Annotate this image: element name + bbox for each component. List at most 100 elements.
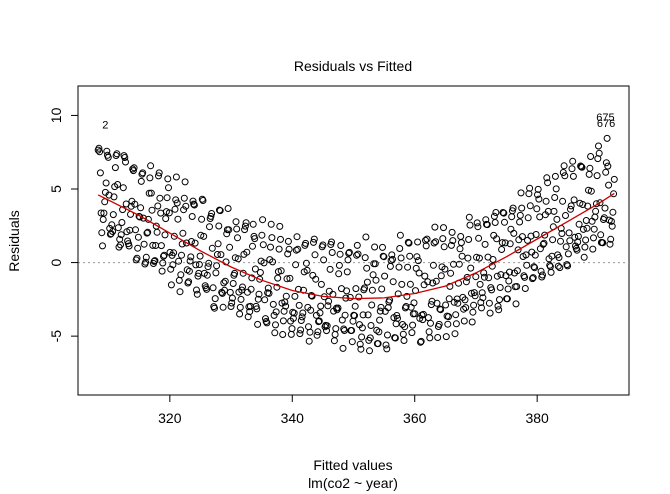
residual-point bbox=[453, 312, 459, 318]
residual-point bbox=[470, 309, 476, 315]
residual-point bbox=[445, 321, 451, 327]
residual-point bbox=[212, 296, 218, 302]
residual-point bbox=[294, 234, 300, 240]
residual-point bbox=[234, 226, 240, 232]
residual-point bbox=[455, 300, 461, 306]
residual-point bbox=[548, 269, 554, 275]
residual-point bbox=[227, 244, 233, 250]
residual-point bbox=[210, 285, 216, 291]
residual-point bbox=[105, 154, 111, 160]
residual-point bbox=[135, 234, 141, 240]
residual-point bbox=[158, 210, 164, 216]
residual-point bbox=[255, 321, 261, 327]
residual-point bbox=[362, 255, 368, 261]
residual-point bbox=[397, 232, 403, 238]
residual-point bbox=[176, 258, 182, 264]
residual-point bbox=[222, 278, 228, 284]
residual-point bbox=[400, 331, 406, 337]
residual-point bbox=[491, 213, 497, 219]
residual-point bbox=[407, 253, 413, 259]
residual-point bbox=[517, 219, 523, 225]
points-layer bbox=[95, 135, 617, 353]
residual-point bbox=[159, 268, 165, 274]
residual-point bbox=[466, 237, 472, 243]
residual-point bbox=[120, 185, 126, 191]
residual-point bbox=[312, 252, 318, 258]
residual-point bbox=[405, 264, 411, 270]
y-tick-label: 5 bbox=[48, 185, 64, 193]
residual-point bbox=[300, 310, 306, 316]
residual-point bbox=[280, 332, 286, 338]
residual-point bbox=[250, 243, 256, 249]
residual-point bbox=[270, 301, 276, 307]
residual-point bbox=[414, 254, 420, 260]
residual-point bbox=[538, 268, 544, 274]
residual-point bbox=[468, 265, 474, 271]
residual-point bbox=[432, 224, 438, 230]
residual-point bbox=[173, 174, 179, 180]
residual-point bbox=[315, 329, 321, 335]
y-axis-label: Residuals bbox=[6, 210, 22, 271]
residual-point bbox=[586, 171, 592, 177]
residual-point bbox=[318, 281, 324, 287]
residual-point bbox=[177, 289, 183, 295]
residual-point bbox=[551, 208, 557, 214]
residual-point bbox=[466, 214, 472, 220]
residual-point bbox=[354, 242, 360, 248]
residual-point bbox=[175, 216, 181, 222]
residual-point bbox=[176, 277, 182, 283]
y-axis: -50510 bbox=[48, 107, 78, 342]
residual-point bbox=[448, 270, 454, 276]
residual-point bbox=[141, 241, 147, 247]
residual-point bbox=[581, 254, 587, 260]
residual-point bbox=[162, 232, 168, 238]
residual-point bbox=[100, 243, 106, 249]
residual-point bbox=[359, 334, 365, 340]
residual-point bbox=[596, 143, 602, 149]
residual-point bbox=[587, 165, 593, 171]
residual-point bbox=[511, 230, 517, 236]
residual-point bbox=[306, 338, 312, 344]
residual-point bbox=[333, 326, 339, 332]
residual-point bbox=[373, 277, 379, 283]
residual-point bbox=[434, 300, 440, 306]
residual-point bbox=[611, 176, 617, 182]
residual-point bbox=[372, 244, 378, 250]
residual-point bbox=[235, 235, 241, 241]
residual-point bbox=[584, 225, 590, 231]
smooth-curve-layer bbox=[98, 193, 614, 298]
residual-point bbox=[233, 219, 239, 225]
residual-point bbox=[189, 214, 195, 220]
x-axis: 320 340 360 380 bbox=[158, 395, 549, 426]
residual-point bbox=[486, 275, 492, 281]
residual-point bbox=[425, 315, 431, 321]
residual-point bbox=[97, 170, 103, 176]
residual-point bbox=[519, 205, 525, 211]
residual-point bbox=[575, 233, 581, 239]
residual-point bbox=[280, 318, 286, 324]
residual-point bbox=[154, 229, 160, 235]
residual-point bbox=[364, 265, 370, 271]
residual-point bbox=[238, 296, 244, 302]
residual-point bbox=[165, 176, 171, 182]
residual-point bbox=[505, 286, 511, 292]
residual-point bbox=[230, 281, 236, 287]
residual-point bbox=[570, 173, 576, 179]
residual-point bbox=[237, 311, 243, 317]
residual-point bbox=[119, 220, 125, 226]
residual-point bbox=[99, 230, 105, 236]
residual-point bbox=[440, 236, 446, 242]
residual-point bbox=[458, 240, 464, 246]
residual-point bbox=[435, 335, 441, 341]
residual-point bbox=[441, 244, 447, 250]
residual-point bbox=[178, 272, 184, 278]
residual-point bbox=[508, 226, 514, 232]
residual-point bbox=[502, 219, 508, 225]
residual-point bbox=[589, 218, 595, 224]
residual-point bbox=[338, 243, 344, 249]
residual-point bbox=[482, 241, 488, 247]
residual-point bbox=[298, 327, 304, 333]
residual-point bbox=[214, 263, 220, 269]
residual-point bbox=[221, 280, 227, 286]
residual-point bbox=[331, 338, 337, 344]
